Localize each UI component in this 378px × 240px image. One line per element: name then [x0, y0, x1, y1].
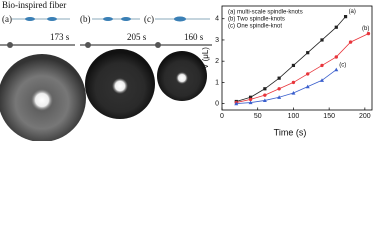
marker — [334, 67, 339, 72]
y-tick-label: 0 — [215, 100, 219, 107]
figure: Bio-inspired fiber (a) (b) (c) 173 s 205… — [0, 0, 373, 141]
marker — [366, 31, 371, 36]
marker — [306, 72, 310, 76]
y-tick-label: 2 — [215, 58, 219, 65]
y-tick-label: 3 — [215, 37, 219, 44]
highlight — [176, 72, 188, 84]
spindle-knot — [25, 17, 35, 21]
end-label: (b) — [362, 26, 369, 32]
marker — [305, 84, 310, 89]
marker — [248, 100, 253, 105]
spindle-knot — [174, 16, 186, 22]
time-label: 173 s — [50, 32, 70, 42]
time-label: 205 s — [127, 32, 147, 42]
marker — [348, 40, 353, 44]
plot-frame — [221, 5, 373, 111]
marker — [234, 101, 239, 106]
marker — [334, 55, 338, 59]
marker — [334, 25, 338, 29]
droplet-small — [155, 42, 161, 48]
panel-label: (b) — [80, 14, 91, 24]
series-line — [236, 33, 369, 103]
x-tick-label: 50 — [254, 113, 262, 120]
highlight — [112, 78, 128, 94]
marker — [277, 95, 282, 99]
x-tick-label: 0 — [220, 113, 224, 120]
marker — [263, 87, 267, 91]
page: Bio-inspired fiber (a) (b) (c) 173 s 205… — [0, 0, 373, 141]
marker — [262, 98, 267, 103]
y-tick-label: 4 — [215, 16, 219, 23]
marker — [291, 63, 296, 68]
panel-label: (a) — [2, 14, 12, 24]
marker — [277, 87, 281, 91]
legend-entry: (a) multi-scale spindle-knots — [228, 10, 303, 16]
spindle-knot — [47, 17, 57, 21]
marker — [320, 38, 324, 42]
marker — [248, 97, 253, 102]
x-tick-label: 200 — [359, 113, 371, 120]
end-label: (a) — [349, 9, 356, 15]
marker — [291, 91, 296, 95]
legend-entry: (c) One spindle-knot — [228, 24, 282, 30]
panel-label: (c) — [144, 14, 154, 24]
marker — [320, 78, 324, 82]
title: Bio-inspired fiber — [2, 0, 66, 10]
marker — [248, 95, 253, 99]
highlight — [31, 89, 53, 111]
legend-entry: (b) Two spindle-knots — [228, 17, 285, 23]
end-label: (c) — [339, 62, 346, 68]
y-axis-label: V (μL) — [201, 47, 210, 69]
spindle-knot — [121, 17, 131, 21]
marker — [277, 76, 281, 80]
marker — [263, 93, 267, 97]
marker — [306, 51, 310, 55]
series-line — [236, 69, 337, 105]
x-axis-label: Time (s) — [274, 127, 307, 137]
photo-panels: Bio-inspired fiber (a) (b) (c) 173 s 205… — [0, 0, 212, 141]
time-label: 160 s — [184, 32, 204, 42]
spindle-knot — [103, 17, 113, 21]
marker — [291, 80, 296, 85]
droplet-small — [85, 42, 91, 48]
droplet-small — [7, 42, 13, 48]
x-tick-label: 100 — [288, 113, 300, 120]
marker — [343, 15, 348, 19]
x-tick-label: 150 — [323, 113, 335, 120]
marker — [320, 63, 324, 68]
y-tick-label: 1 — [215, 79, 219, 86]
